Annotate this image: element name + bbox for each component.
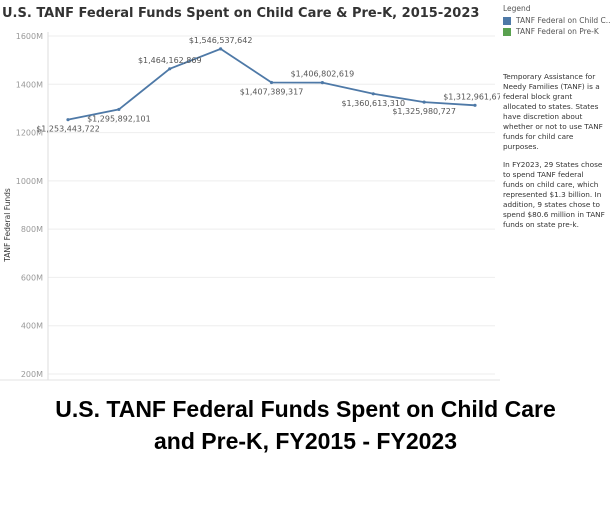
chart-title: U.S. TANF Federal Funds Spent on Child C…	[2, 6, 480, 21]
caption: U.S. TANF Federal Funds Spent on Child C…	[0, 393, 611, 457]
data-label: $1,312,961,677	[443, 92, 500, 101]
caption-line-2: and Pre-K, FY2015 - FY2023	[154, 428, 457, 454]
y-tick-label: 1000M	[16, 177, 43, 186]
data-point[interactable]	[168, 67, 172, 71]
legend-swatch-child-care	[503, 16, 511, 25]
data-label: $1,325,980,727	[392, 107, 456, 116]
y-axis: 200M 400M 600M 800M 1000M 1200M 1400M 1600M TANF…	[0, 32, 500, 381]
data-point[interactable]	[422, 100, 426, 104]
data-labels: $1,253,443,722 $1,295,892,101 $1,464,162,8…	[36, 36, 500, 134]
data-points	[66, 47, 477, 122]
legend-item-child-care[interactable]: TANF Federal on Child C...	[503, 16, 611, 25]
y-axis-label: TANF Federal Funds	[3, 188, 12, 263]
data-point[interactable]	[117, 107, 121, 112]
line-chart: 200M 400M 600M 800M 1000M 1200M 1400M 1600M TANF…	[0, 32, 500, 381]
legend-item-pre-k[interactable]: TANF Federal on Pre-K	[503, 27, 611, 36]
data-label: $1,295,892,101	[87, 114, 151, 123]
y-tick-label: 1200M	[16, 129, 43, 138]
grid	[48, 35, 495, 375]
data-point[interactable]	[320, 81, 324, 85]
data-label: $1,407,389,317	[240, 88, 304, 97]
data-point[interactable]	[473, 103, 477, 107]
data-point[interactable]	[269, 80, 274, 85]
note-paragraph-1: Temporary Assistance for Needy Families …	[503, 72, 603, 151]
y-tick-label: 1400M	[16, 80, 43, 89]
y-tick-label: 1600M	[16, 32, 43, 41]
data-label: $1,253,443,722	[36, 125, 100, 134]
note-paragraph-2: In FY2023, 29 States chose to spend TANF…	[503, 160, 605, 229]
legend-label-child-care: TANF Federal on Child C...	[516, 16, 611, 25]
legend-title: Legend	[503, 4, 531, 13]
data-label: $1,360,613,310	[341, 99, 405, 108]
data-label: $1,464,162,869	[138, 56, 202, 65]
data-point[interactable]	[219, 47, 223, 51]
caption-line-1: U.S. TANF Federal Funds Spent on Child C…	[55, 396, 556, 422]
legend: Legend TANF Federal on Child C... TANF F…	[503, 4, 611, 38]
y-tick-label: 800M	[21, 225, 43, 234]
data-label: $1,406,802,619	[291, 70, 355, 79]
legend-label-pre-k: TANF Federal on Pre-K	[516, 27, 599, 36]
data-point[interactable]	[371, 92, 375, 96]
y-tick-label: 600M	[21, 273, 43, 282]
y-tick-label: 400M	[21, 322, 43, 331]
side-note: Temporary Assistance for Needy Families …	[503, 72, 606, 238]
data-label: $1,546,537,642	[189, 36, 253, 45]
y-tick-label: 200M	[21, 370, 43, 379]
legend-swatch-pre-k	[503, 27, 511, 36]
data-point[interactable]	[66, 118, 70, 122]
